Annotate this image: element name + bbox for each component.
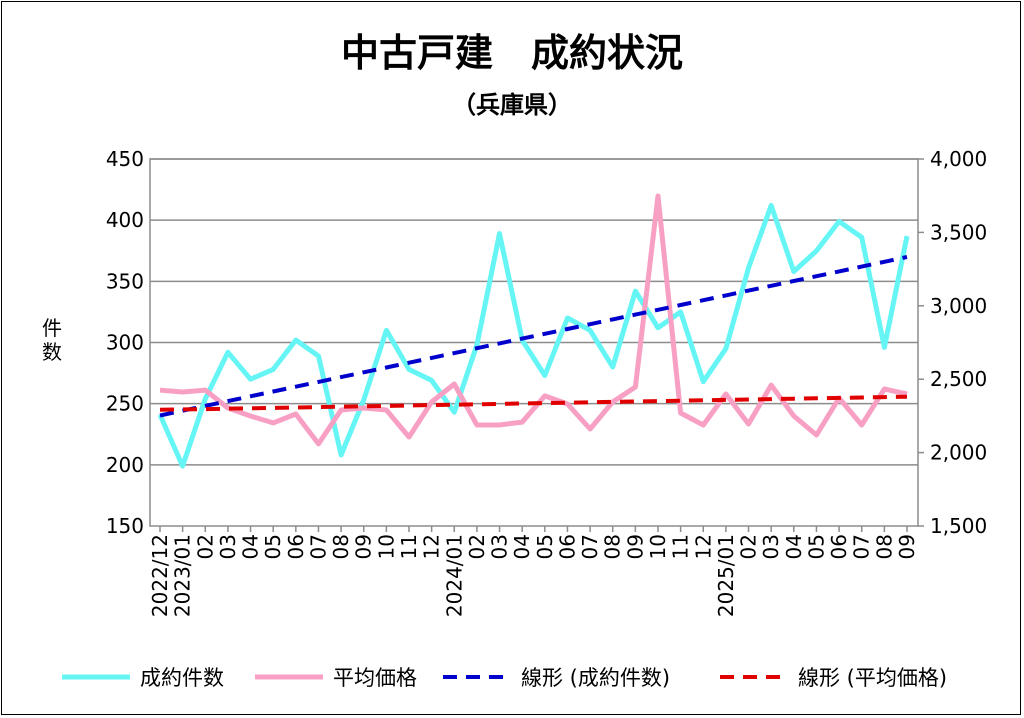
y-axis-label: 件数 xyxy=(42,316,62,364)
y2-tick-label: 2,000 xyxy=(930,441,987,465)
y-tick-label: 350 xyxy=(106,269,144,293)
y-tick-label: 250 xyxy=(106,392,144,416)
y-tick-label: 300 xyxy=(106,331,144,355)
x-tick-label: 09 xyxy=(895,534,919,559)
x-tick-label: 07 xyxy=(306,534,330,559)
x-tick-label: 02 xyxy=(193,534,217,559)
chart-title: 中古戸建 成約状況 xyxy=(341,31,683,75)
x-tick-label: 05 xyxy=(261,534,285,559)
y2-tick-label: 4,000 xyxy=(930,147,987,171)
x-tick-label: 06 xyxy=(284,534,308,559)
x-tick-label: 07 xyxy=(578,534,602,559)
x-tick-label: 12 xyxy=(420,534,444,559)
series-line-0 xyxy=(157,203,910,469)
x-tick-label: 2023/01 xyxy=(171,534,195,617)
series-line-2 xyxy=(159,255,908,418)
x-tick-label: 08 xyxy=(872,534,896,559)
x-tick-label: 02 xyxy=(737,534,761,559)
series-line-3 xyxy=(159,394,908,412)
legend-label: 線形 (成約件数) xyxy=(521,666,670,690)
x-tick-label: 06 xyxy=(555,534,579,559)
y-tick-label: 150 xyxy=(106,514,144,538)
x-tick-label: 2022/12 xyxy=(148,534,172,617)
legend-label: 成約件数 xyxy=(140,666,224,690)
y-tick-label: 200 xyxy=(106,453,144,477)
x-tick-label: 03 xyxy=(759,534,783,559)
x-tick-label: 10 xyxy=(646,534,670,559)
x-tick-label: 03 xyxy=(488,534,512,559)
x-tick-label: 10 xyxy=(374,534,398,559)
x-tick-label: 07 xyxy=(850,534,874,559)
plot-area xyxy=(149,158,919,527)
x-tick-label: 11 xyxy=(397,534,421,559)
x-tick-label: 04 xyxy=(510,534,534,559)
x-tick-label: 11 xyxy=(669,534,693,559)
y2-tick-label: 2,500 xyxy=(930,367,987,391)
y-tick-label: 450 xyxy=(106,147,144,171)
x-tick-label: 05 xyxy=(533,534,557,559)
x-tick-label: 08 xyxy=(601,534,625,559)
x-tick-label: 05 xyxy=(804,534,828,559)
legend-label: 線形 (平均価格) xyxy=(798,666,947,690)
x-tick-label: 03 xyxy=(216,534,240,559)
x-tick-label: 08 xyxy=(329,534,353,559)
x-tick-label: 04 xyxy=(239,534,263,559)
x-tick-label: 2024/01 xyxy=(442,534,466,617)
x-tick-label: 06 xyxy=(827,534,851,559)
x-tick-label: 09 xyxy=(352,534,376,559)
series-line-1 xyxy=(159,193,908,447)
x-tick-label: 02 xyxy=(465,534,489,559)
x-tick-label: 12 xyxy=(691,534,715,559)
x-tick-label: 2025/01 xyxy=(714,534,738,617)
chart-subtitle: （兵庫県） xyxy=(452,91,572,119)
x-tick-label: 09 xyxy=(623,534,647,559)
y2-tick-label: 3,000 xyxy=(930,294,987,318)
y2-tick-label: 3,500 xyxy=(930,220,987,244)
x-tick-label: 04 xyxy=(782,534,806,559)
legend-label: 平均価格 xyxy=(333,666,417,690)
y-tick-label: 400 xyxy=(106,208,144,232)
y2-tick-label: 1,500 xyxy=(930,514,987,538)
